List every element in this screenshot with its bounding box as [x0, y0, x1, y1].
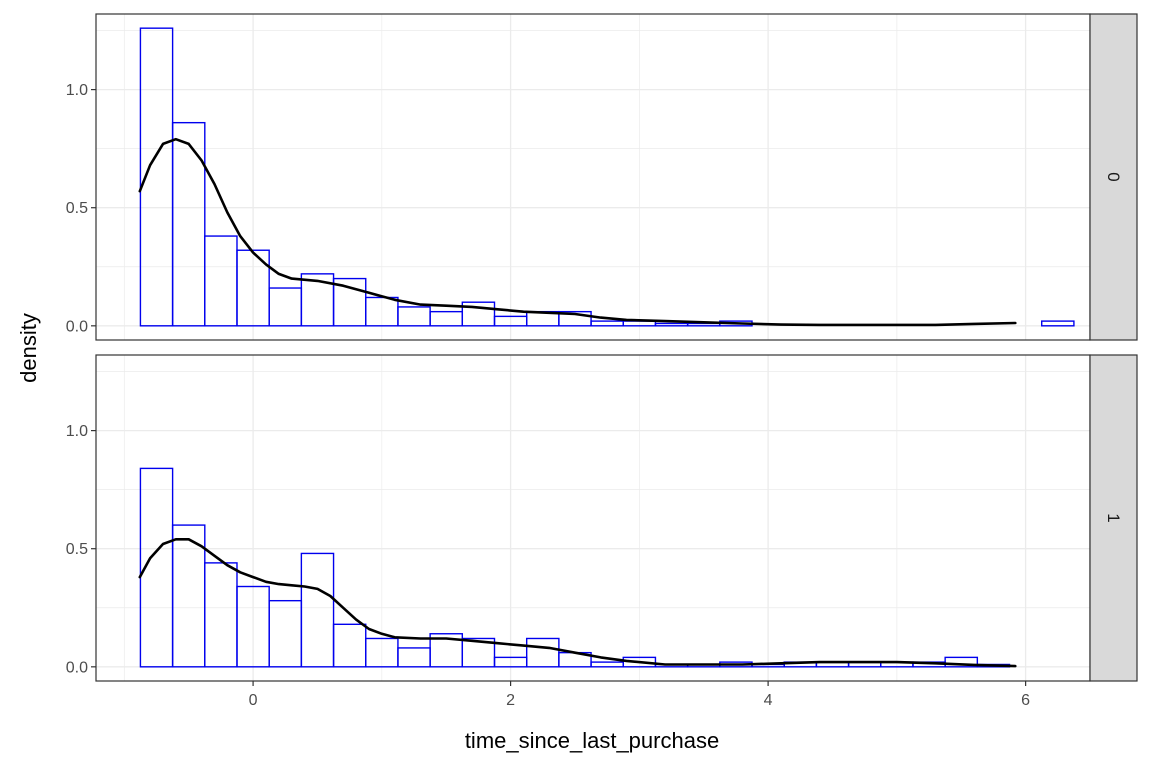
histogram-bar [558, 310, 592, 327]
x-tick-label: 6 [1021, 692, 1030, 709]
y-tick-label: 0.0 [66, 318, 88, 335]
histogram-bar [622, 656, 657, 668]
histogram-bar [461, 301, 496, 327]
facet-strip-background [1089, 13, 1138, 341]
panel-1: 0.0 0.5 1.0 1 [66, 354, 1138, 682]
y-axis: 0.0 0.5 1.0 [66, 423, 96, 676]
panel-background [96, 355, 1090, 681]
y-axis: 0.0 0.5 1.0 [66, 82, 96, 335]
facet-strip-background [1089, 354, 1138, 682]
x-tick-label: 4 [764, 692, 773, 709]
histogram-bar [461, 637, 496, 668]
facet-strip: 1 [1089, 354, 1138, 682]
density-curve [138, 137, 1017, 327]
y-tick-label: 1.0 [66, 82, 88, 99]
panel-background [96, 14, 1090, 340]
x-tick-label: 0 [249, 692, 258, 709]
y-axis-title: density [16, 313, 41, 383]
histogram-bars [139, 27, 1075, 327]
histogram-bar [1041, 320, 1075, 327]
y-tick-label: 1.0 [66, 423, 88, 440]
histogram-bar [171, 121, 206, 327]
panel-0: 0.0 0.5 1.0 0 [66, 13, 1138, 341]
y-tick-label: 0.5 [66, 541, 88, 558]
histogram-bar [300, 552, 335, 668]
x-tick-label: 2 [506, 692, 515, 709]
density-curve [138, 537, 1017, 668]
panels-layer: 0.0 0.5 1.0 0 0.0 0.5 1.0 1 [66, 13, 1138, 682]
y-tick-label: 0.0 [66, 659, 88, 676]
x-axis: 0 2 4 6 [249, 681, 1030, 709]
facet-strip: 0 [1089, 13, 1138, 341]
facet-strip-label: 1 [1104, 513, 1123, 522]
histogram-bar [944, 656, 979, 668]
facet-strip-label: 0 [1104, 172, 1123, 181]
y-tick-label: 0.5 [66, 200, 88, 217]
grid-lines [96, 14, 1090, 340]
x-axis-title: time_since_last_purchase [465, 728, 719, 753]
